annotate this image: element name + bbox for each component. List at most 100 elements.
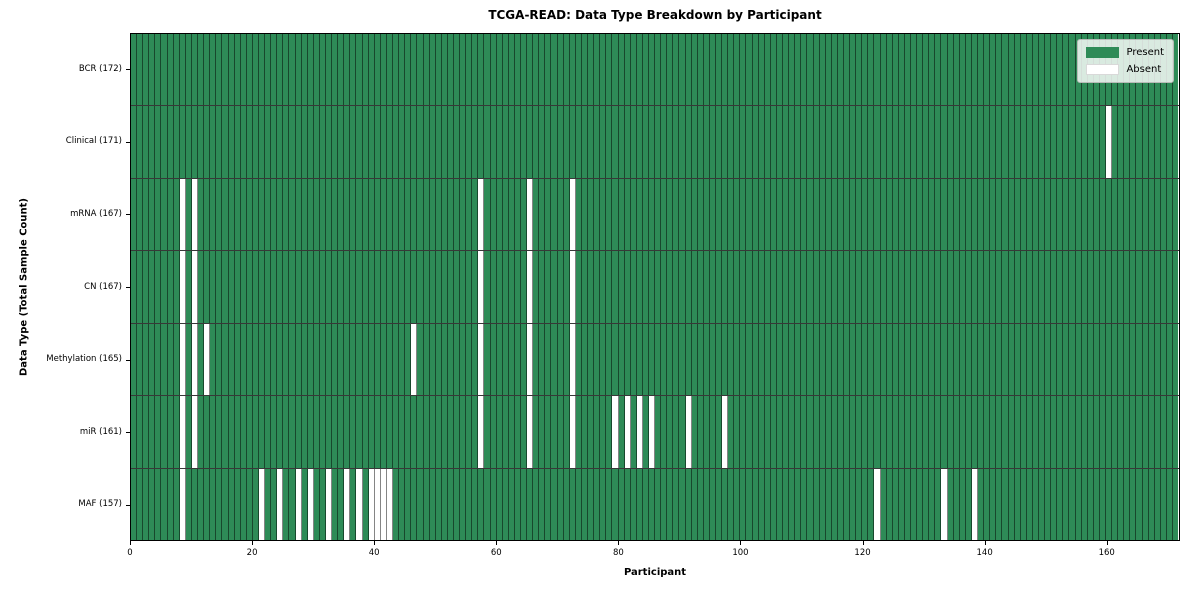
heatmap-cell xyxy=(752,34,759,106)
heatmap-cell xyxy=(319,34,326,106)
heatmap-cell xyxy=(356,106,363,178)
heatmap-cell xyxy=(326,178,333,251)
heatmap-cell xyxy=(746,178,753,251)
heatmap-cell xyxy=(831,178,838,251)
heatmap-cell xyxy=(258,106,266,178)
x-tick-label: 100 xyxy=(732,548,749,558)
heatmap-cell xyxy=(417,106,424,178)
heatmap-cell xyxy=(716,468,723,540)
heatmap-cell xyxy=(728,178,735,251)
heatmap-cell xyxy=(807,323,814,396)
heatmap-cell xyxy=(216,323,223,396)
heatmap-cell xyxy=(661,396,668,468)
heatmap-cell xyxy=(411,106,418,178)
heatmap-cell xyxy=(898,323,905,396)
heatmap-cell xyxy=(795,251,802,323)
heatmap-cell xyxy=(862,396,869,468)
heatmap-cell xyxy=(1136,106,1143,178)
heatmap-cell xyxy=(959,106,966,178)
heatmap-cell xyxy=(709,396,716,468)
heatmap-cell xyxy=(911,106,918,178)
y-tick-label: mRNA (167) xyxy=(70,208,122,219)
heatmap-cell xyxy=(350,178,357,251)
heatmap-cell xyxy=(929,396,936,468)
heatmap-cell xyxy=(490,251,497,323)
heatmap-cell xyxy=(228,468,235,540)
heatmap-cell xyxy=(441,34,448,106)
heatmap-cell xyxy=(1099,396,1106,468)
heatmap-cell xyxy=(161,468,168,540)
heatmap-cell xyxy=(411,251,418,323)
heatmap-cell xyxy=(728,396,735,468)
heatmap-cell xyxy=(667,178,674,251)
heatmap-cell xyxy=(636,396,643,468)
heatmap-cell xyxy=(551,34,558,106)
heatmap-cell xyxy=(198,396,205,468)
heatmap-cell xyxy=(143,396,150,468)
heatmap-cell xyxy=(167,34,174,106)
heatmap-cell xyxy=(1069,323,1076,396)
heatmap-cell xyxy=(1002,323,1009,396)
heatmap-cell xyxy=(338,468,345,540)
heatmap-cell xyxy=(758,34,765,106)
heatmap-cell xyxy=(191,251,199,323)
heatmap-cell xyxy=(971,251,979,323)
heatmap-cell xyxy=(917,178,924,251)
heatmap-cell xyxy=(313,251,320,323)
heatmap-cell xyxy=(606,323,613,396)
heatmap-cell xyxy=(783,34,790,106)
heatmap-cell xyxy=(198,323,205,396)
heatmap-cell xyxy=(429,251,436,323)
heatmap-cell xyxy=(606,251,613,323)
heatmap-cell xyxy=(301,468,308,540)
heatmap-cell xyxy=(917,396,924,468)
heatmap-cell xyxy=(301,106,308,178)
heatmap-cell xyxy=(691,34,698,106)
heatmap-cell xyxy=(447,34,454,106)
heatmap-cell xyxy=(344,178,351,251)
heatmap-cell xyxy=(435,468,442,540)
heatmap-cell xyxy=(466,106,473,178)
heatmap-cell xyxy=(563,396,570,468)
heatmap-cell xyxy=(624,34,631,106)
heatmap-cell xyxy=(417,251,424,323)
heatmap-cell xyxy=(527,468,534,540)
heatmap-cell xyxy=(210,323,217,396)
heatmap-cell xyxy=(460,106,467,178)
heatmap-cell xyxy=(783,323,790,396)
heatmap-cell xyxy=(1112,178,1119,251)
heatmap-cell xyxy=(746,396,753,468)
heatmap-cell xyxy=(344,34,351,106)
heatmap-cell xyxy=(167,106,174,178)
x-tick-mark xyxy=(252,541,253,545)
heatmap-cell xyxy=(1173,251,1179,323)
heatmap-cell xyxy=(691,106,698,178)
heatmap-cell xyxy=(521,396,528,468)
heatmap-cell xyxy=(831,468,838,540)
heatmap-cell xyxy=(313,34,320,106)
heatmap-cell xyxy=(697,323,704,396)
heatmap-cell xyxy=(978,251,985,323)
heatmap-cell xyxy=(350,396,357,468)
heatmap-cell xyxy=(1057,251,1064,323)
heatmap-cell xyxy=(1008,396,1015,468)
heatmap-cell xyxy=(843,34,851,106)
heatmap-cell xyxy=(807,178,814,251)
heatmap-cell xyxy=(539,178,546,251)
heatmap-cell xyxy=(265,251,272,323)
heatmap-cell xyxy=(783,106,790,178)
heatmap-cell xyxy=(405,396,412,468)
heatmap-cell xyxy=(1142,396,1149,468)
heatmap-cell xyxy=(673,396,680,468)
heatmap-cell xyxy=(947,396,954,468)
heatmap-cell xyxy=(996,396,1003,468)
heatmap-cell xyxy=(460,34,467,106)
heatmap-cell xyxy=(210,251,217,323)
heatmap-cell xyxy=(959,34,966,106)
heatmap-cell xyxy=(1014,396,1021,468)
heatmap-cell xyxy=(319,396,326,468)
heatmap-cell xyxy=(740,178,747,251)
heatmap-cell xyxy=(283,251,290,323)
heatmap-cell xyxy=(283,396,290,468)
heatmap-cell xyxy=(1032,178,1039,251)
